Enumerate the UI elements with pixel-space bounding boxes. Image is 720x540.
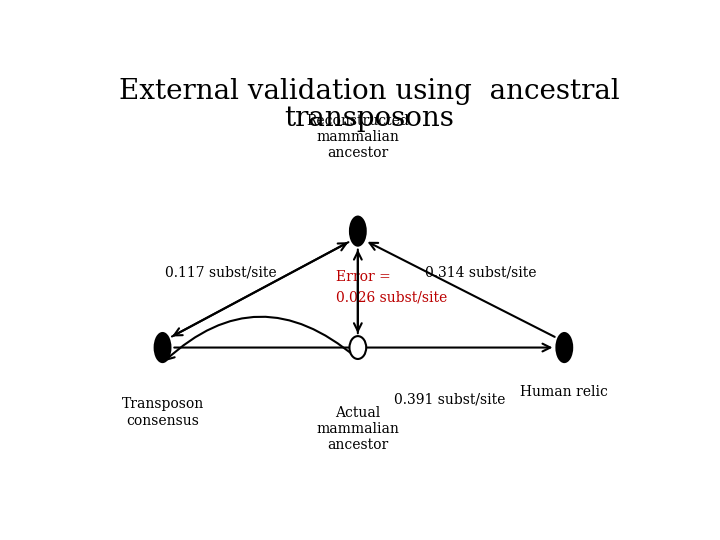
Text: Transposon
consensus: Transposon consensus (122, 397, 204, 428)
Text: transposons: transposons (284, 105, 454, 132)
Ellipse shape (349, 215, 366, 247)
Text: 0.026 subst/site: 0.026 subst/site (336, 291, 447, 305)
Text: 0.391 subst/site: 0.391 subst/site (395, 393, 505, 407)
Text: 0.117 subst/site: 0.117 subst/site (166, 266, 277, 280)
Ellipse shape (153, 332, 171, 363)
Text: Reconstructed
mammalian
ancestor: Reconstructed mammalian ancestor (307, 114, 409, 160)
Text: Actual
mammalian
ancestor: Actual mammalian ancestor (316, 406, 400, 452)
Ellipse shape (349, 336, 366, 359)
Text: Error =: Error = (336, 270, 390, 284)
Ellipse shape (555, 332, 573, 363)
Text: Human relic: Human relic (521, 385, 608, 399)
Text: 0.314 subst/site: 0.314 subst/site (425, 266, 536, 280)
Text: External validation using  ancestral: External validation using ancestral (119, 78, 619, 105)
